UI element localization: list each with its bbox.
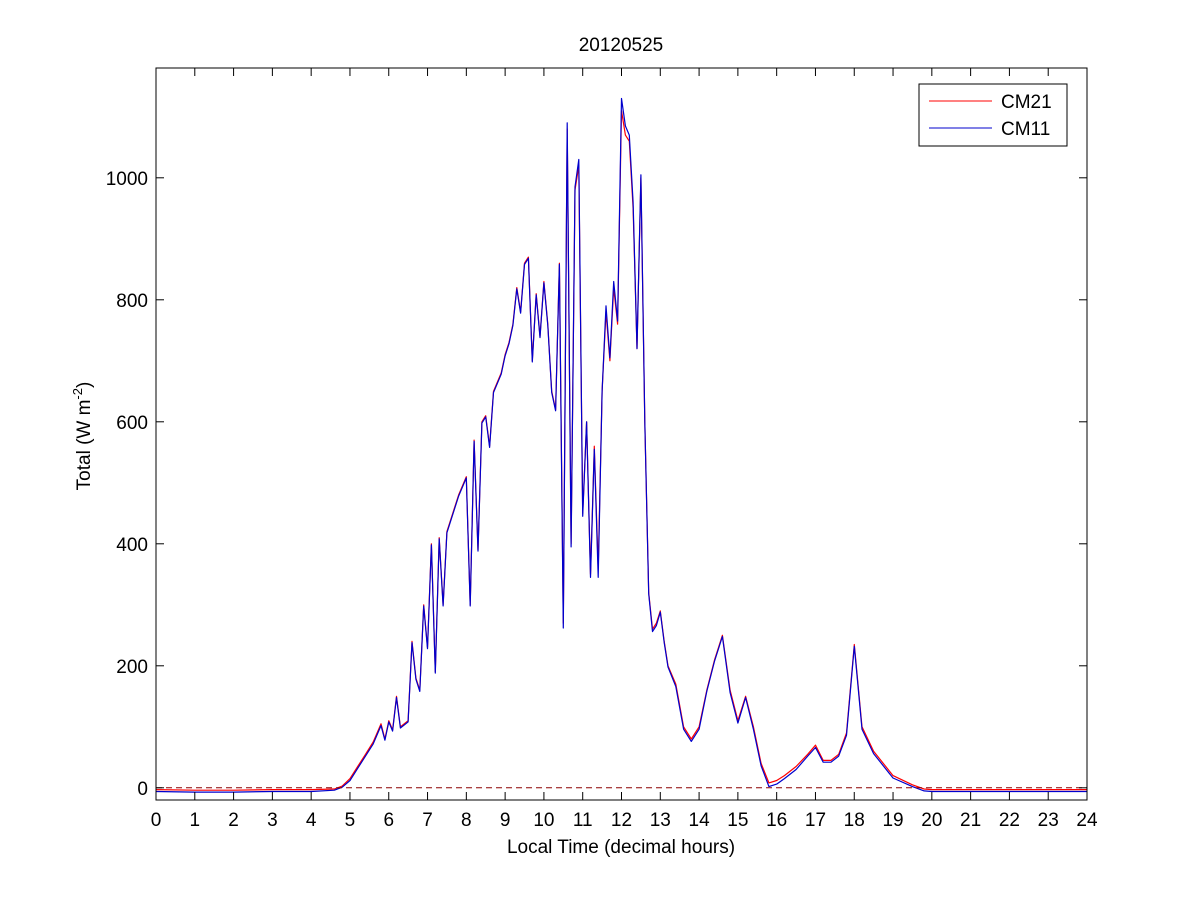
x-tick-label: 6: [383, 810, 394, 831]
legend-label-cm11: CM11: [1001, 119, 1050, 140]
y-tick-label: 600: [116, 413, 148, 434]
x-tick-label: 3: [267, 810, 278, 831]
x-tick-label: 5: [345, 810, 356, 831]
x-tick-label: 11: [573, 810, 593, 831]
y-axis-label-tail: ): [74, 382, 95, 388]
series-layer: [155, 97, 1087, 793]
y-axis-label-main: Total (W m: [74, 400, 95, 491]
legend-label-cm21: CM21: [1001, 92, 1052, 113]
y-tick-label: 200: [116, 657, 148, 678]
x-axis-ticks: 0 1 2 3 4 5 6 7 8 9 10 11 12 13 14 15 16 17 18 19 20 21 22 23 24: [151, 68, 1098, 831]
x-tick-label: 17: [805, 810, 826, 831]
legend: CM21 CM11: [918, 83, 1068, 147]
y-tick-label: 0: [137, 779, 148, 800]
y-tick-label: 1000: [106, 169, 148, 190]
x-tick-label: 4: [306, 810, 317, 831]
x-tick-label: 1: [190, 810, 201, 831]
x-tick-label: 13: [650, 810, 671, 831]
x-tick-label: 18: [844, 810, 865, 831]
series-line-cm11: [155, 97, 1087, 793]
x-tick-label: 2: [228, 810, 239, 831]
y-axis-label-superscript: -2: [70, 388, 85, 400]
legend-box: [918, 83, 1068, 147]
y-axis-label: Total (W m-2): [70, 382, 95, 491]
x-tick-label: 22: [999, 810, 1020, 831]
x-tick-label: 9: [500, 810, 511, 831]
x-tick-label: 23: [1038, 810, 1059, 831]
y-tick-label: 800: [116, 291, 148, 312]
x-tick-label: 0: [151, 810, 162, 831]
y-tick-label: 400: [116, 535, 148, 556]
x-tick-label: 10: [533, 810, 554, 831]
plot-area: 0 1 2 3 4 5 6 7 8 9 10 11 12 13 14 15 16 17 18 19 20 21 22 23 24…: [106, 67, 1098, 831]
x-tick-label: 21: [960, 810, 981, 831]
x-tick-label: 24: [1076, 810, 1098, 831]
x-tick-label: 14: [689, 810, 711, 831]
chart-title: 20120525: [579, 35, 664, 56]
x-tick-label: 20: [921, 810, 942, 831]
x-tick-label: 12: [611, 810, 632, 831]
x-tick-label: 19: [882, 810, 903, 831]
x-tick-label: 7: [422, 810, 433, 831]
x-axis-label: Local Time (decimal hours): [507, 837, 735, 858]
x-tick-label: 8: [461, 810, 472, 831]
x-tick-label: 15: [727, 810, 748, 831]
x-tick-label: 16: [766, 810, 787, 831]
y-axis-ticks: 0 200 400 600 800 1000: [106, 169, 1087, 800]
